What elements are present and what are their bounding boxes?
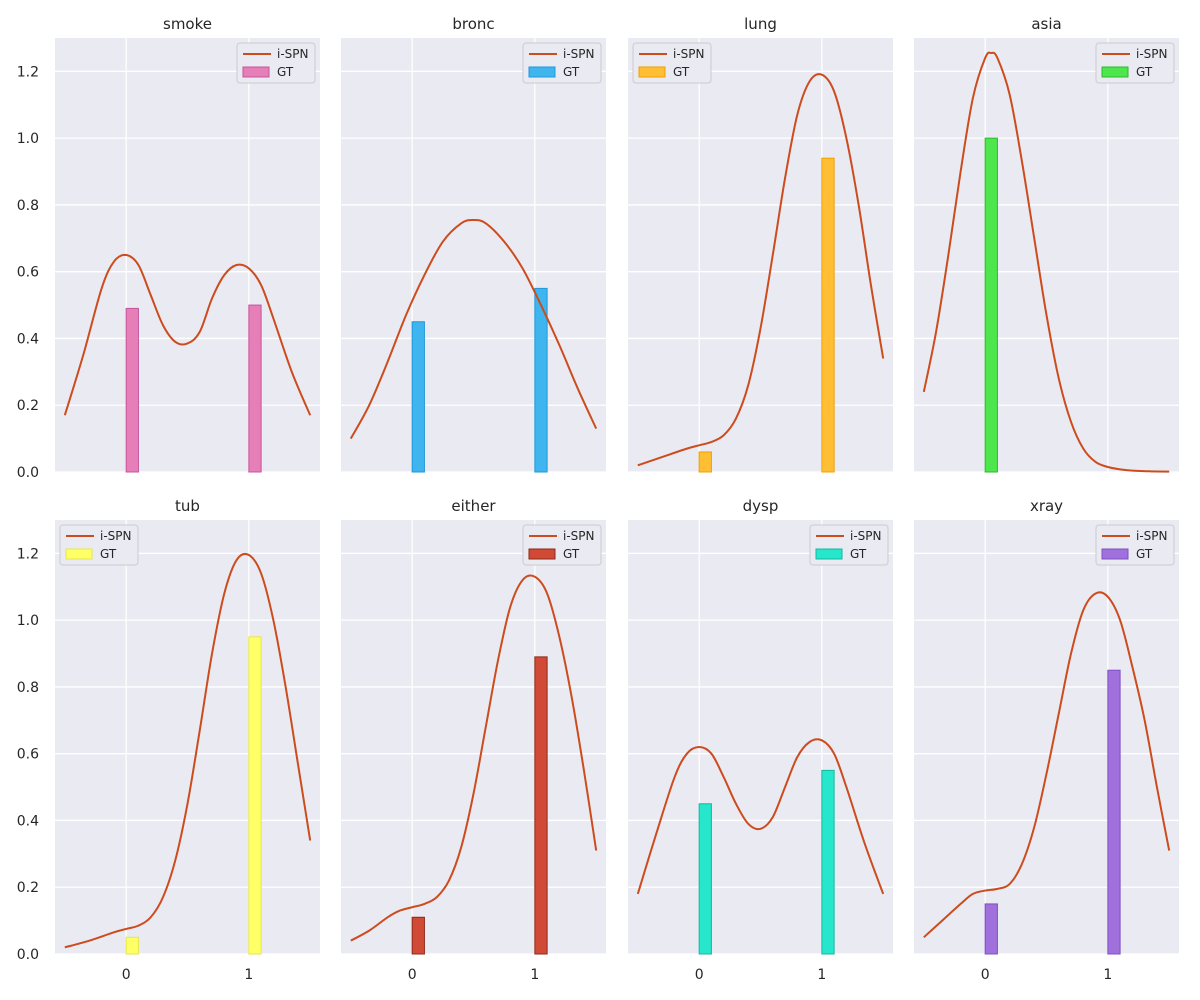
panel-title: smoke [163,15,212,33]
legend-label-gt: GT [277,65,294,79]
y-tick-label: 0.2 [17,398,39,414]
legend-label-ispn: i-SPN [277,47,309,61]
y-tick-label: 0.8 [17,198,39,214]
panel-title: either [451,497,496,515]
legend-bar-swatch [1102,67,1128,77]
axes-background [55,520,320,954]
panel-smoke: smoke 0.0 0.2 0.4 0.6 0.8 1.0 1.2 i-SPN GT [17,15,320,481]
legend-label-ispn: i-SPN [100,529,132,543]
legend-label-gt: GT [850,547,867,561]
panel-title: dysp [743,497,779,515]
gt-bar-1 [822,158,834,472]
y-tick-label: 0.6 [17,747,39,763]
panel-title: lung [744,15,777,33]
legend-label-ispn: i-SPN [1136,47,1168,61]
axes-background [55,38,320,472]
x-tick-label: 0 [981,967,990,983]
panel-xray: xray 0 1 i-SPN GT [914,497,1179,983]
panel-either: either 0 1 i-SPN GT [341,497,606,983]
legend-bar-swatch [639,67,665,77]
gt-bar-0 [985,138,997,472]
x-tick-label: 1 [817,967,826,983]
legend-bar-swatch [66,549,92,559]
legend-label-gt: GT [1136,547,1153,561]
y-tick-label: 0.0 [17,947,39,963]
gt-bar-1 [249,305,261,472]
gt-bar-1 [535,657,547,954]
y-tick-label: 1.0 [17,613,39,629]
legend-label-gt: GT [673,65,690,79]
y-tick-label: 0.0 [17,465,39,481]
x-tick-label: 0 [122,967,131,983]
axes-background [341,38,606,472]
legend: i-SPN GT [237,43,315,83]
legend-label-gt: GT [563,547,580,561]
legend-label-ispn: i-SPN [563,47,595,61]
legend: i-SPN GT [1096,43,1174,83]
legend-label-gt: GT [1136,65,1153,79]
gt-bar-0 [412,917,424,954]
panel-title: xray [1030,497,1063,515]
legend-label-ispn: i-SPN [850,529,882,543]
axes-background [341,520,606,954]
legend-bar-swatch [1102,549,1128,559]
gt-bar-0 [699,452,711,472]
axes-background [628,520,893,954]
gt-bar-0 [126,308,138,472]
panel-lung: lung i-SPN GT [628,15,893,472]
legend-bar-swatch [243,67,269,77]
x-tick-label: 1 [530,967,539,983]
panel-dysp: dysp 0 1 i-SPN GT [628,497,893,983]
y-tick-label: 1.0 [17,131,39,147]
legend-label-gt: GT [100,547,117,561]
y-tick-label: 0.2 [17,880,39,896]
axes-background [914,38,1179,472]
legend-bar-swatch [529,549,555,559]
legend: i-SPN GT [523,525,601,565]
gt-bar-0 [699,804,711,954]
x-tick-label: 1 [244,967,253,983]
legend: i-SPN GT [633,43,711,83]
legend-label-ispn: i-SPN [673,47,705,61]
legend-bar-swatch [816,549,842,559]
legend-label-ispn: i-SPN [1136,529,1168,543]
legend: i-SPN GT [60,525,138,565]
panel-tub: tub 0.0 0.2 0.4 0.6 0.8 1.0 1.2 0 1 i-SPN GT [17,497,320,983]
x-tick-label: 0 [408,967,417,983]
y-tick-label: 1.2 [17,546,39,562]
y-tick-label: 1.2 [17,64,39,80]
legend-label-ispn: i-SPN [563,529,595,543]
legend: i-SPN GT [523,43,601,83]
gt-bar-1 [1108,670,1120,954]
gt-bar-1 [249,637,261,954]
panel-asia: asia i-SPN GT [914,15,1179,472]
panel-title: tub [175,497,200,515]
y-tick-label: 0.4 [17,331,39,347]
x-tick-label: 1 [1103,967,1112,983]
gt-bar-1 [822,770,834,954]
legend: i-SPN GT [1096,525,1174,565]
x-tick-label: 0 [695,967,704,983]
panel-title: asia [1031,15,1061,33]
panel-bronc: bronc i-SPN GT [341,15,606,472]
y-tick-label: 0.6 [17,265,39,281]
panel-title: bronc [452,15,494,33]
axes-background [914,520,1179,954]
gt-bar-0 [985,904,997,954]
gt-bar-0 [126,937,138,954]
y-tick-label: 0.4 [17,813,39,829]
legend-label-gt: GT [563,65,580,79]
axes-background [628,38,893,472]
y-tick-label: 0.8 [17,680,39,696]
legend-bar-swatch [529,67,555,77]
gt-bar-0 [412,322,424,472]
legend: i-SPN GT [810,525,888,565]
